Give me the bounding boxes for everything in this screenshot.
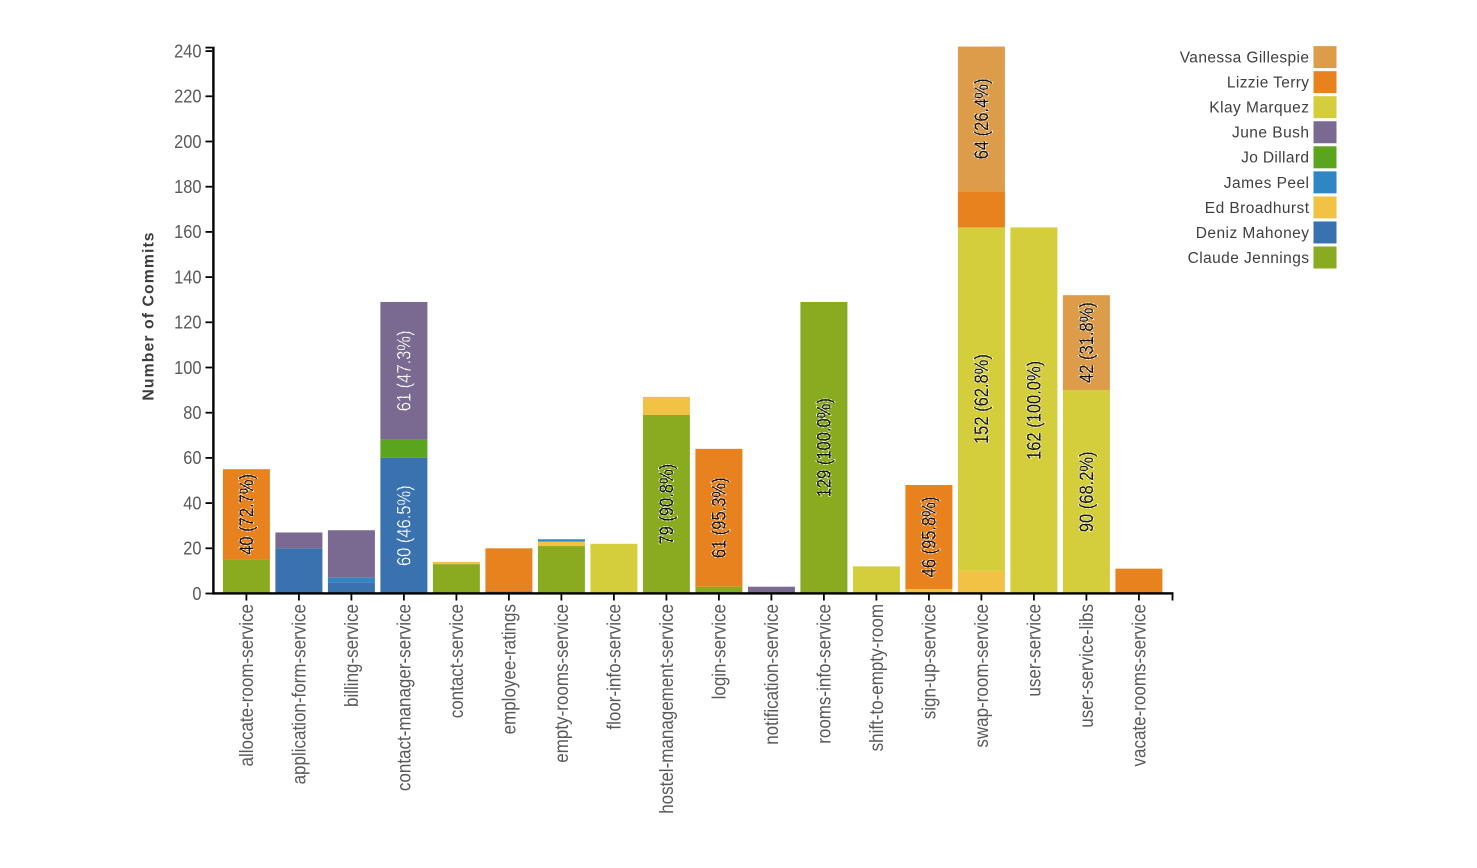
svg-text:Ed Broadhurst: Ed Broadhurst (1205, 200, 1310, 217)
svg-text:Deniz Mahoney: Deniz Mahoney (1196, 225, 1310, 242)
svg-text:sign-up-service: sign-up-service (919, 604, 941, 719)
svg-text:200: 200 (174, 132, 201, 152)
svg-text:Lizzie Terry: Lizzie Terry (1227, 75, 1309, 92)
svg-text:shift-to-empty-room: shift-to-empty-room (866, 604, 888, 751)
svg-text:employee-ratings: employee-ratings (499, 604, 521, 735)
svg-text:220: 220 (174, 87, 201, 107)
svg-text:rooms-info-service: rooms-info-service (814, 604, 836, 744)
svg-text:vacate-rooms-service: vacate-rooms-service (1129, 604, 1151, 767)
svg-text:hostel-management-service: hostel-management-service (656, 604, 678, 814)
svg-text:100: 100 (174, 358, 201, 378)
svg-text:contact-manager-service: contact-manager-service (394, 604, 416, 791)
svg-text:152 (62.8%): 152 (62.8%) (972, 354, 993, 444)
svg-text:Number of Commits: Number of Commits (141, 232, 158, 400)
svg-text:61 (95.3%): 61 (95.3%) (710, 477, 731, 558)
svg-text:162 (100.0%): 162 (100.0%) (1025, 361, 1046, 460)
svg-text:42 (31.8%): 42 (31.8%) (1077, 302, 1098, 383)
svg-text:user-service: user-service (1024, 604, 1046, 697)
svg-text:160: 160 (174, 222, 201, 242)
svg-text:80: 80 (183, 403, 201, 423)
svg-text:79 (90.8%): 79 (90.8%) (657, 464, 678, 545)
svg-text:Claude Jennings: Claude Jennings (1188, 250, 1310, 267)
svg-text:40 (72.7%): 40 (72.7%) (237, 474, 258, 555)
svg-text:140: 140 (174, 267, 201, 287)
svg-text:contact-service: contact-service (446, 604, 468, 718)
svg-text:90 (68.2%): 90 (68.2%) (1077, 451, 1098, 532)
svg-text:60: 60 (183, 448, 201, 468)
svg-text:64 (26.4%): 64 (26.4%) (972, 79, 993, 160)
svg-text:129 (100.0%): 129 (100.0%) (815, 398, 836, 497)
svg-text:180: 180 (174, 177, 201, 197)
svg-text:20: 20 (183, 539, 201, 559)
svg-text:billing-service: billing-service (341, 604, 363, 707)
svg-text:floor-info-service: floor-info-service (604, 604, 626, 730)
svg-text:0: 0 (192, 584, 201, 604)
svg-text:application-form-service: application-form-service (289, 604, 311, 784)
svg-text:notification-service: notification-service (761, 604, 783, 745)
svg-text:240: 240 (174, 41, 201, 61)
svg-text:user-service-libs: user-service-libs (1076, 604, 1098, 728)
svg-text:login-service: login-service (709, 604, 731, 699)
svg-text:40: 40 (183, 493, 201, 513)
svg-text:allocate-room-service: allocate-room-service (236, 604, 258, 767)
svg-text:120: 120 (174, 313, 201, 333)
svg-text:June Bush: June Bush (1232, 125, 1309, 142)
svg-text:60 (46.5%): 60 (46.5%) (395, 485, 416, 566)
svg-text:Klay Marquez: Klay Marquez (1209, 100, 1309, 117)
svg-text:swap-room-service: swap-room-service (971, 604, 993, 748)
svg-text:61 (47.3%): 61 (47.3%) (395, 331, 416, 412)
svg-text:46 (95.8%): 46 (95.8%) (920, 497, 941, 578)
svg-text:Jo Dillard: Jo Dillard (1241, 150, 1309, 167)
svg-text:Vanessa Gillespie: Vanessa Gillespie (1180, 50, 1309, 67)
svg-text:empty-rooms-service: empty-rooms-service (551, 604, 573, 763)
svg-text:James Peel: James Peel (1224, 175, 1309, 192)
